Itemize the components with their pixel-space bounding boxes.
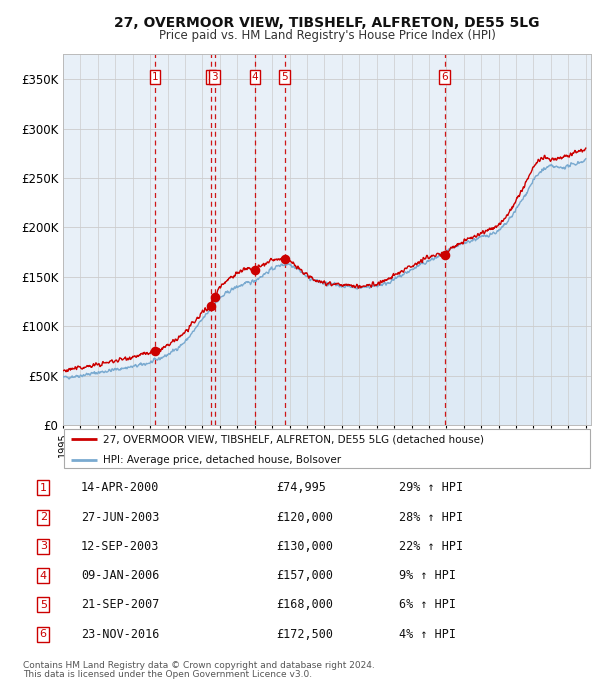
Text: 2: 2 — [208, 72, 214, 82]
Text: 09-JAN-2006: 09-JAN-2006 — [81, 569, 160, 582]
Text: £168,000: £168,000 — [276, 598, 333, 611]
Text: 3: 3 — [211, 72, 218, 82]
Text: This data is licensed under the Open Government Licence v3.0.: This data is licensed under the Open Gov… — [23, 670, 312, 679]
Point — [250, 265, 260, 275]
Text: £120,000: £120,000 — [276, 511, 333, 524]
Point — [210, 291, 220, 302]
Point — [151, 345, 160, 356]
Text: 5: 5 — [40, 600, 47, 610]
FancyBboxPatch shape — [64, 429, 590, 469]
Text: 4: 4 — [40, 571, 47, 581]
Point — [206, 301, 216, 312]
Text: 2: 2 — [40, 512, 47, 522]
Text: 6% ↑ HPI: 6% ↑ HPI — [399, 598, 456, 611]
Point — [440, 249, 449, 260]
Text: 27, OVERMOOR VIEW, TIBSHELF, ALFRETON, DE55 5LG: 27, OVERMOOR VIEW, TIBSHELF, ALFRETON, D… — [114, 16, 540, 30]
Text: £172,500: £172,500 — [276, 628, 333, 641]
Text: 4: 4 — [252, 72, 259, 82]
Text: 27-JUN-2003: 27-JUN-2003 — [81, 511, 160, 524]
Text: 1: 1 — [152, 72, 158, 82]
Text: 4% ↑ HPI: 4% ↑ HPI — [399, 628, 456, 641]
Point — [280, 254, 289, 265]
Text: 23-NOV-2016: 23-NOV-2016 — [81, 628, 160, 641]
Text: 1: 1 — [40, 483, 47, 493]
Text: 6: 6 — [442, 72, 448, 82]
Text: 28% ↑ HPI: 28% ↑ HPI — [399, 511, 463, 524]
Text: 3: 3 — [40, 541, 47, 551]
Text: Price paid vs. HM Land Registry's House Price Index (HPI): Price paid vs. HM Land Registry's House … — [158, 29, 496, 42]
Text: £130,000: £130,000 — [276, 540, 333, 553]
Text: 27, OVERMOOR VIEW, TIBSHELF, ALFRETON, DE55 5LG (detached house): 27, OVERMOOR VIEW, TIBSHELF, ALFRETON, D… — [103, 435, 484, 445]
Text: 22% ↑ HPI: 22% ↑ HPI — [399, 540, 463, 553]
Text: £74,995: £74,995 — [276, 481, 326, 494]
Text: Contains HM Land Registry data © Crown copyright and database right 2024.: Contains HM Land Registry data © Crown c… — [23, 660, 374, 670]
Text: £157,000: £157,000 — [276, 569, 333, 582]
Text: 21-SEP-2007: 21-SEP-2007 — [81, 598, 160, 611]
Text: 5: 5 — [281, 72, 288, 82]
Text: 12-SEP-2003: 12-SEP-2003 — [81, 540, 160, 553]
Text: 6: 6 — [40, 629, 47, 639]
Text: 9% ↑ HPI: 9% ↑ HPI — [399, 569, 456, 582]
Text: 14-APR-2000: 14-APR-2000 — [81, 481, 160, 494]
Text: 29% ↑ HPI: 29% ↑ HPI — [399, 481, 463, 494]
Text: HPI: Average price, detached house, Bolsover: HPI: Average price, detached house, Bols… — [103, 455, 341, 465]
